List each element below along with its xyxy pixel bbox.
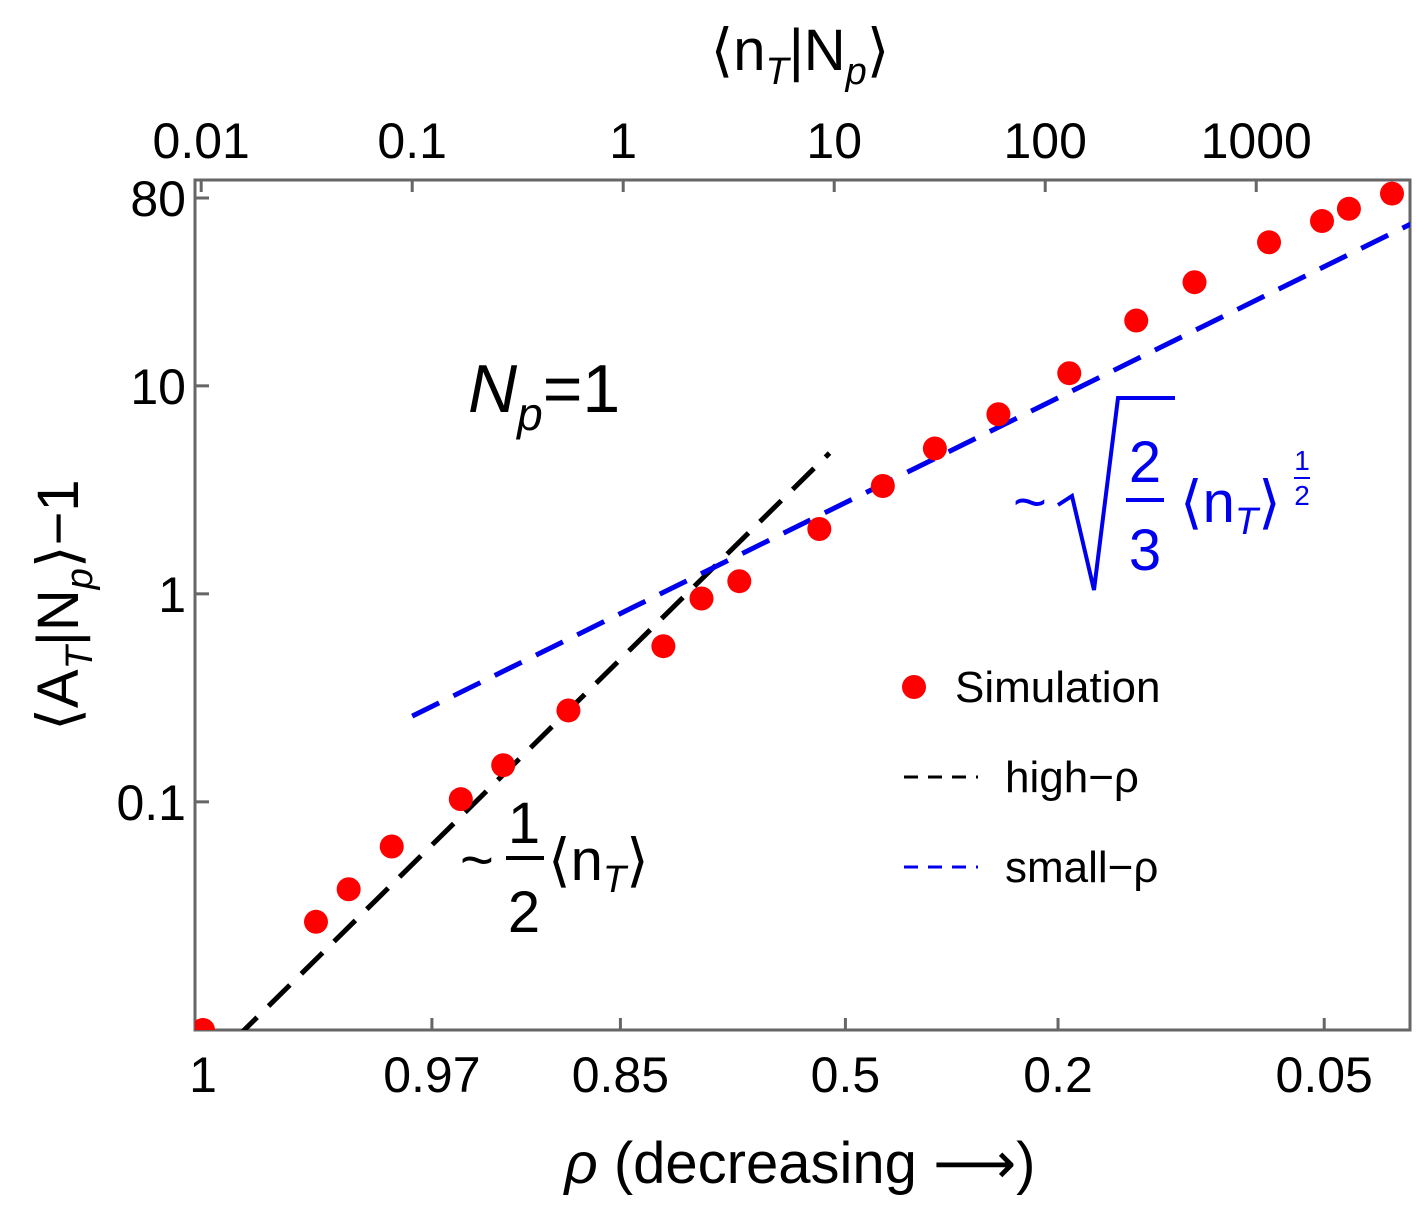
y-tick-label: 1 (158, 567, 186, 623)
top-tick-label: 100 (1003, 113, 1086, 169)
svg-text:~: ~ (460, 828, 494, 893)
simulation-point (1257, 230, 1282, 255)
svg-text:1: 1 (1294, 445, 1310, 476)
legend-simulation-label: Simulation (955, 663, 1160, 712)
simulation-point (1380, 181, 1404, 206)
bottom-tick-label: 0.97 (383, 1047, 480, 1103)
simulation-point (870, 473, 895, 498)
simulation-point (651, 634, 676, 659)
top-tick-label: 0.01 (153, 113, 250, 169)
svg-text:2: 2 (508, 880, 540, 945)
simulation-point (689, 586, 714, 611)
bottom-axis-title: ρ (decreasing ⟶) (563, 1131, 1036, 1196)
fit-lines (240, 221, 1410, 1030)
simulation-point (448, 787, 473, 812)
simulation-point (1336, 196, 1361, 221)
bottom-tick-label: 0.5 (811, 1047, 881, 1103)
top-tick-label: 1 (609, 113, 637, 169)
simulation-point (807, 516, 832, 541)
y-axis-title: ⟨AT|Np⟩−1 (26, 479, 101, 730)
simulation-point (379, 834, 404, 859)
svg-text:3: 3 (1129, 518, 1161, 583)
high-rho-annotation: ~ 1 2 ⟨nT⟩ (460, 791, 649, 945)
simulation-point (303, 909, 328, 934)
small-rho-line (411, 221, 1410, 719)
bottom-tick-label: 0.85 (572, 1047, 669, 1103)
simulation-point (491, 753, 516, 778)
simulation-point (1182, 270, 1207, 295)
svg-text:2: 2 (1294, 480, 1310, 511)
simulation-point (922, 436, 947, 461)
simulation-point (336, 877, 361, 902)
simulation-point (727, 569, 752, 594)
plot-frame (193, 178, 1412, 1032)
legend-small-label: small−ρ (1005, 843, 1158, 892)
legend-simulation-marker (902, 675, 926, 699)
tick-marks (195, 180, 1326, 1030)
simulation-point (1057, 361, 1082, 386)
svg-text:⟨nT⟩: ⟨nT⟩ (548, 828, 649, 901)
bottom-tick-label: 0.05 (1276, 1047, 1373, 1103)
y-tick-label: 10 (130, 359, 186, 415)
legend: Simulation high−ρ small−ρ (902, 663, 1160, 892)
simulation-point (986, 402, 1011, 427)
top-tick-label: 1000 (1201, 113, 1312, 169)
np-annotation: Np=1 (468, 351, 620, 440)
y-tick-label: 0.1 (116, 775, 186, 831)
simulation-point (1124, 308, 1149, 333)
bottom-tick-label: 0.2 (1023, 1047, 1093, 1103)
top-tick-label: 0.1 (377, 113, 447, 169)
legend-high-label: high−ρ (1005, 753, 1139, 802)
svg-text:2: 2 (1129, 430, 1161, 495)
top-tick-label: 10 (806, 113, 862, 169)
top-axis-title: ⟨nT|Np⟩ (711, 18, 890, 93)
small-rho-annotation: ~ 2 3 ⟨nT⟩ 1 2 (1013, 396, 1310, 591)
bottom-tick-label: 1 (189, 1047, 217, 1103)
y-tick-label: 80 (130, 171, 186, 227)
svg-text:1: 1 (508, 791, 540, 856)
simulation-points (195, 181, 1404, 1030)
simulation-point (195, 1018, 215, 1030)
svg-text:⟨nT⟩: ⟨nT⟩ (1180, 470, 1281, 543)
high-rho-line (240, 451, 832, 1030)
simulation-point (556, 698, 581, 723)
simulation-point (1310, 209, 1335, 234)
svg-text:~: ~ (1013, 470, 1047, 535)
